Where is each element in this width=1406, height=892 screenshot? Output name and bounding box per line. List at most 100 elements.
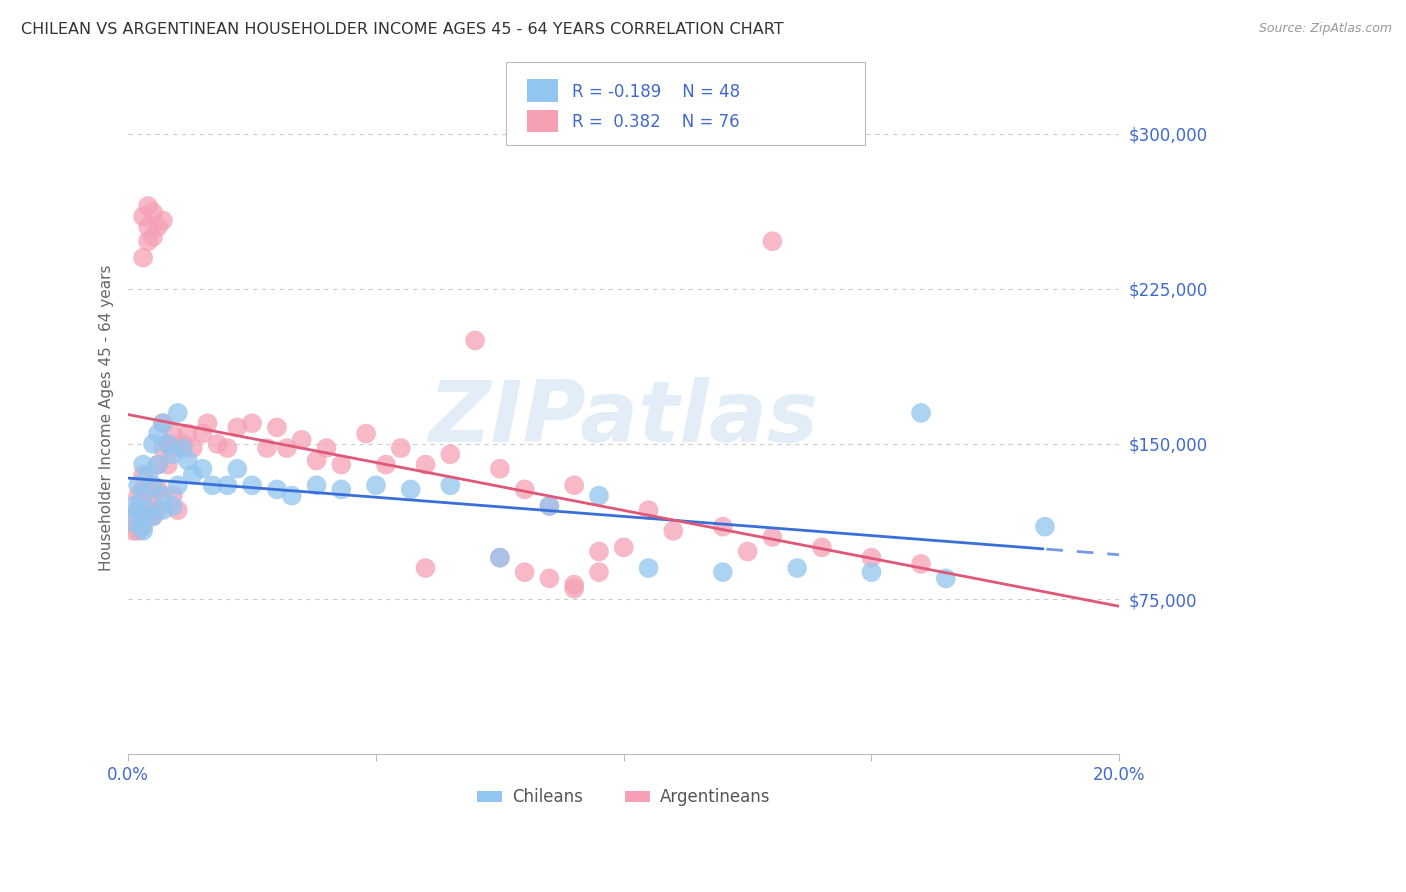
Point bbox=[562, 478, 585, 492]
Point bbox=[177, 426, 200, 441]
Point bbox=[132, 458, 155, 472]
Point bbox=[142, 205, 165, 219]
Point bbox=[910, 557, 932, 571]
Point bbox=[761, 234, 783, 248]
Point bbox=[146, 503, 169, 517]
Point bbox=[177, 453, 200, 467]
Point bbox=[122, 516, 145, 530]
Point bbox=[152, 416, 174, 430]
Point bbox=[389, 441, 412, 455]
Point bbox=[415, 458, 437, 472]
Point bbox=[166, 503, 188, 517]
Point bbox=[711, 565, 734, 579]
Point bbox=[146, 219, 169, 234]
Point bbox=[637, 561, 659, 575]
Point bbox=[191, 461, 214, 475]
Point bbox=[305, 453, 328, 467]
Point bbox=[330, 458, 353, 472]
Point bbox=[613, 541, 636, 555]
Point bbox=[761, 530, 783, 544]
Point bbox=[374, 458, 396, 472]
Point bbox=[354, 426, 377, 441]
Point bbox=[538, 499, 561, 513]
Point bbox=[132, 516, 155, 530]
Point bbox=[127, 503, 149, 517]
Point bbox=[136, 234, 159, 248]
Point bbox=[127, 524, 149, 538]
Text: ZIPatlas: ZIPatlas bbox=[429, 376, 818, 459]
Point bbox=[142, 509, 165, 524]
Point bbox=[364, 478, 387, 492]
Point bbox=[315, 441, 337, 455]
Point bbox=[786, 561, 808, 575]
Point bbox=[136, 503, 159, 517]
Point bbox=[489, 550, 512, 565]
Point bbox=[142, 509, 165, 524]
Point bbox=[122, 499, 145, 513]
Point bbox=[162, 447, 184, 461]
Point bbox=[513, 565, 536, 579]
Point bbox=[146, 483, 169, 497]
Point bbox=[132, 251, 155, 265]
Point bbox=[489, 550, 512, 565]
Point bbox=[538, 499, 561, 513]
Point bbox=[266, 483, 288, 497]
Point bbox=[811, 541, 834, 555]
Legend: Chileans, Argentineans: Chileans, Argentineans bbox=[471, 781, 778, 814]
Point bbox=[330, 483, 353, 497]
Point bbox=[399, 483, 422, 497]
Point bbox=[127, 503, 149, 517]
Point bbox=[464, 334, 486, 348]
Point bbox=[142, 478, 165, 492]
Point bbox=[562, 582, 585, 596]
Point bbox=[637, 503, 659, 517]
Point bbox=[166, 441, 188, 455]
Point bbox=[181, 441, 204, 455]
Point bbox=[156, 437, 179, 451]
Point bbox=[142, 489, 165, 503]
Text: CHILEAN VS ARGENTINEAN HOUSEHOLDER INCOME AGES 45 - 64 YEARS CORRELATION CHART: CHILEAN VS ARGENTINEAN HOUSEHOLDER INCOM… bbox=[21, 22, 783, 37]
Point bbox=[136, 503, 159, 517]
Point bbox=[240, 478, 263, 492]
Point bbox=[172, 441, 194, 455]
Point bbox=[588, 565, 610, 579]
Point bbox=[226, 420, 249, 434]
Point bbox=[152, 489, 174, 503]
Point bbox=[136, 467, 159, 482]
Point bbox=[136, 478, 159, 492]
Point bbox=[935, 571, 957, 585]
Point bbox=[181, 467, 204, 482]
Point bbox=[256, 441, 278, 455]
Point bbox=[146, 426, 169, 441]
Point bbox=[166, 478, 188, 492]
Point bbox=[162, 499, 184, 513]
Point bbox=[162, 489, 184, 503]
Point bbox=[266, 420, 288, 434]
Point bbox=[132, 524, 155, 538]
Point bbox=[191, 426, 214, 441]
Y-axis label: Householder Income Ages 45 - 64 years: Householder Income Ages 45 - 64 years bbox=[100, 265, 114, 571]
Point bbox=[588, 489, 610, 503]
Point bbox=[207, 437, 229, 451]
Point bbox=[132, 519, 155, 533]
Point bbox=[415, 561, 437, 575]
Point bbox=[152, 503, 174, 517]
Point bbox=[860, 550, 883, 565]
Point bbox=[562, 577, 585, 591]
Point bbox=[1033, 519, 1056, 533]
Point bbox=[217, 441, 239, 455]
Point bbox=[122, 524, 145, 538]
Point bbox=[240, 416, 263, 430]
Point bbox=[217, 478, 239, 492]
Point bbox=[132, 467, 155, 482]
Point bbox=[136, 219, 159, 234]
Point bbox=[146, 458, 169, 472]
Point bbox=[166, 406, 188, 420]
Point bbox=[201, 478, 224, 492]
Point bbox=[305, 478, 328, 492]
Point bbox=[226, 461, 249, 475]
Point bbox=[197, 416, 219, 430]
Point bbox=[132, 489, 155, 503]
Point bbox=[489, 461, 512, 475]
Point bbox=[439, 478, 461, 492]
